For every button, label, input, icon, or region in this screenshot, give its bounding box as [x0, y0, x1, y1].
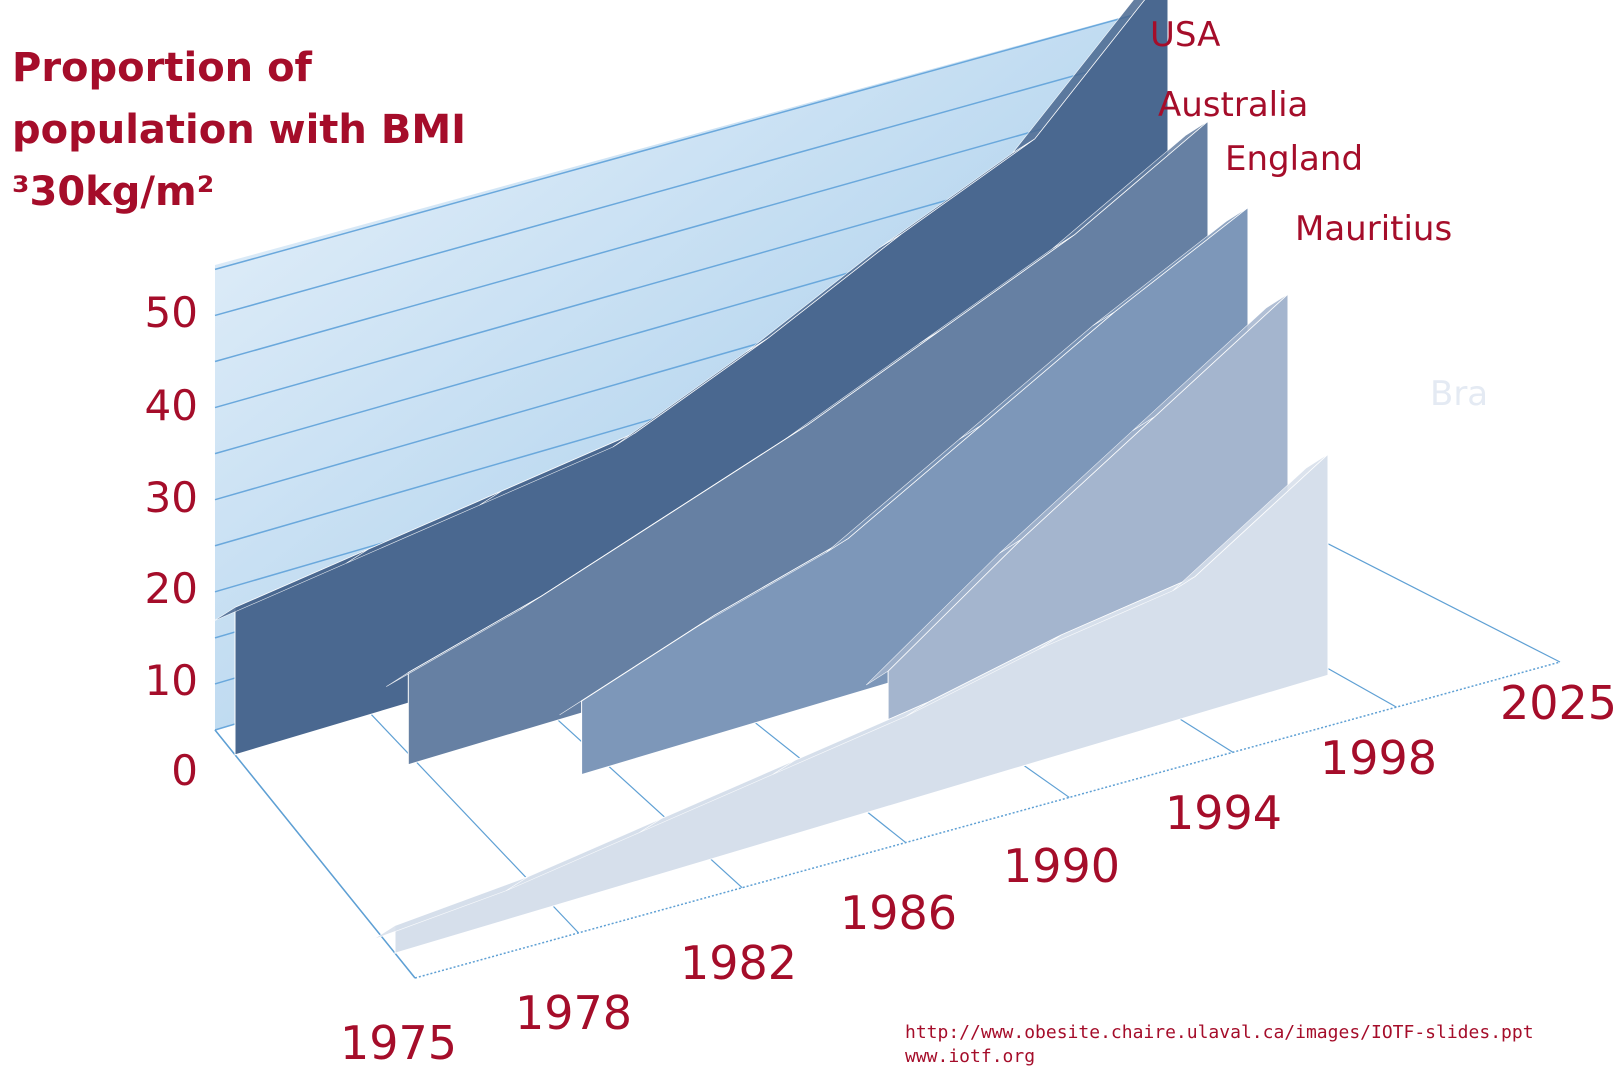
x-tick-label: 1998 — [1320, 731, 1438, 785]
source-site[interactable]: www.iotf.org — [905, 1046, 1036, 1067]
y-tick-label: 0 — [171, 746, 198, 795]
floor-gridline — [214, 729, 416, 979]
y-tick-label: 20 — [144, 564, 198, 613]
series-top-australia — [1052, 120, 1209, 249]
floor-edge — [414, 661, 1561, 979]
chart-title-line: ³30kg/m² — [12, 169, 215, 215]
wall-gridline — [214, 98, 1149, 363]
x-tick-label: 1990 — [1003, 839, 1121, 893]
series-top-bra — [1172, 453, 1329, 591]
x-tick-label: 1994 — [1165, 786, 1283, 840]
y-tick-label: 30 — [144, 473, 198, 522]
series-ribbons — [212, 0, 1329, 954]
x-tick-label: 1982 — [680, 936, 798, 990]
x-tick-label: 2025 — [1500, 676, 1618, 730]
wall-gridline — [214, 54, 1149, 317]
wall-gridline — [214, 10, 1149, 271]
chart-title-line: Proportion of — [12, 45, 312, 91]
series-label-bra: Bra — [1430, 374, 1489, 414]
series-top-mauritius — [1132, 293, 1289, 431]
series-top-usa — [1012, 0, 1145, 154]
y-tick-label: 10 — [144, 656, 198, 705]
series-label-australia: Australia — [1158, 85, 1309, 125]
y-tick-label: 50 — [144, 288, 198, 337]
source-url[interactable]: http://www.obesite.chaire.ulaval.ca/imag… — [905, 1022, 1534, 1043]
x-tick-label: 1986 — [840, 886, 958, 940]
y-tick-label: 40 — [144, 381, 198, 430]
series-label-mauritius: Mauritius — [1295, 209, 1453, 249]
series-top-england — [1092, 207, 1249, 326]
series-label-usa: USA — [1150, 15, 1221, 55]
chart-title-line: population with BMI — [12, 107, 467, 153]
x-tick-label: 1975 — [340, 1016, 458, 1070]
x-tick-label: 1978 — [515, 986, 633, 1040]
series-label-england: England — [1225, 139, 1364, 179]
